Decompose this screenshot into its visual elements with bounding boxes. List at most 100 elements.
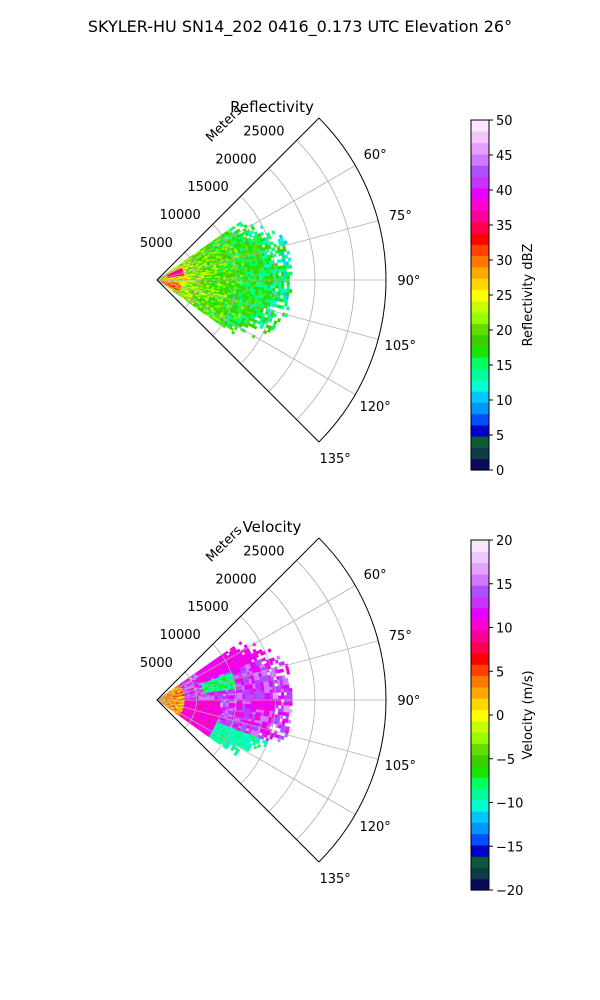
data-cell <box>275 269 279 273</box>
data-cell <box>247 694 252 697</box>
data-cell <box>250 691 254 695</box>
data-cell <box>255 265 259 269</box>
data-cell <box>236 281 241 284</box>
data-cell <box>236 276 241 280</box>
data-cell <box>242 285 246 289</box>
data-cell <box>261 696 265 700</box>
data-cell <box>255 706 260 710</box>
data-cell <box>275 281 279 286</box>
colorbar-segment <box>471 210 489 223</box>
data-cell <box>285 295 289 300</box>
colorbar-segment <box>471 424 489 437</box>
data-cell <box>278 698 282 703</box>
data-cell <box>261 267 265 272</box>
data-cell <box>264 693 268 697</box>
data-cell <box>242 705 246 709</box>
data-cell <box>225 695 229 698</box>
colorbar-segment <box>471 630 489 643</box>
data-cell <box>258 270 262 274</box>
angle-tick-label: 120° <box>359 820 390 835</box>
data-cell <box>286 691 290 696</box>
data-cell <box>250 283 254 287</box>
data-cell <box>280 305 285 310</box>
colorbar-segment <box>471 799 489 812</box>
data-cell <box>253 704 257 708</box>
data-cell <box>212 696 216 699</box>
data-cell <box>228 695 232 698</box>
colorbar-tick-label: 10 <box>496 394 513 409</box>
data-cell <box>270 275 274 280</box>
data-cell <box>275 705 279 709</box>
data-cell <box>281 282 285 286</box>
data-cell <box>228 281 232 284</box>
data-cell <box>258 706 262 711</box>
data-cell <box>225 275 229 278</box>
data-cell <box>247 286 251 290</box>
data-cell <box>276 655 281 660</box>
colorbar-segment <box>471 311 489 324</box>
data-cell <box>277 268 282 273</box>
colorbar-tick-label: −10 <box>496 797 523 812</box>
data-cell <box>220 697 224 700</box>
data-cell <box>283 702 288 706</box>
panel-velocity: Velocity 60° 75° 90° 105° 120° 135° 5000 10000 15… <box>140 518 536 899</box>
data-cell <box>212 277 216 280</box>
data-cell <box>250 693 254 697</box>
data-cell <box>247 706 251 710</box>
data-cell <box>255 690 260 695</box>
colorbar-segment <box>471 289 489 302</box>
data-cell <box>264 707 268 711</box>
colorbar-segment <box>471 822 489 835</box>
data-cell <box>286 278 290 283</box>
panels-group: Reflectivity60°75°90°105°120°135°5000100… <box>140 98 536 899</box>
data-cell <box>256 284 260 288</box>
data-cell <box>247 686 251 690</box>
colorbar-tick-label: 5 <box>496 665 504 680</box>
data-cell <box>258 687 262 692</box>
colorbar-segment <box>471 867 489 880</box>
data-cell <box>220 277 224 280</box>
data-cell <box>263 264 268 268</box>
colorbar-segment <box>471 266 489 279</box>
data-cell <box>236 696 241 700</box>
data-cell <box>278 275 282 280</box>
data-cell <box>269 269 274 274</box>
colorbar-segment <box>471 368 489 381</box>
data-cell <box>259 698 263 702</box>
colorbar-segment <box>471 856 489 869</box>
data-cell <box>281 695 285 700</box>
data-cell <box>280 692 285 696</box>
colorbar-tick-label: −20 <box>496 884 523 899</box>
data-cell <box>256 704 260 708</box>
colorbar-segment <box>471 573 489 586</box>
data-cell <box>220 700 224 704</box>
angle-tick-label: 90° <box>397 274 420 289</box>
colorbar-segment <box>471 379 489 392</box>
range-tick-label: 5000 <box>140 656 173 671</box>
range-tick-label: 15000 <box>187 180 228 195</box>
angle-tick-label: 60° <box>364 568 387 583</box>
data-cell <box>260 264 265 269</box>
data-cell <box>239 696 243 700</box>
angle-tick-label: 75° <box>389 209 412 224</box>
data-cell <box>286 695 290 700</box>
data-cell <box>277 738 282 743</box>
data-cell <box>269 272 274 277</box>
data-cell <box>217 695 221 699</box>
data-cell <box>261 278 265 283</box>
data-cell <box>255 289 259 293</box>
data-cell <box>263 267 268 271</box>
colorbar-tick-label: −15 <box>496 840 523 855</box>
data-cell <box>261 287 265 291</box>
colorbar-segment <box>471 720 489 733</box>
data-cell <box>258 284 263 288</box>
data-cell <box>251 226 256 231</box>
colorbar-segment <box>471 619 489 631</box>
data-cell <box>209 277 213 280</box>
data-cell <box>256 743 262 749</box>
colorbar-segment <box>471 447 489 460</box>
data-cell <box>231 695 235 698</box>
data-cell <box>278 695 282 700</box>
data-cell <box>253 284 257 288</box>
